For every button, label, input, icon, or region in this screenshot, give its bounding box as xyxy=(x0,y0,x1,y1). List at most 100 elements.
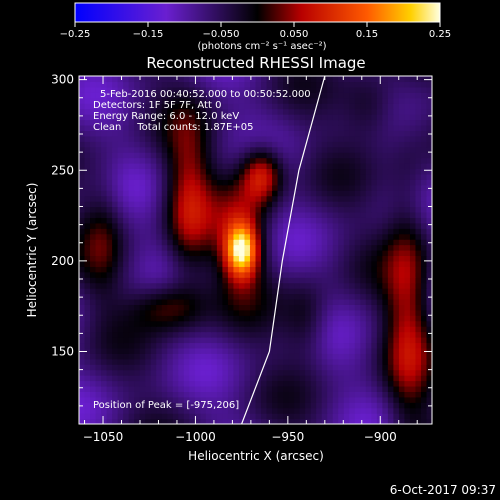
heatmap-cell xyxy=(371,375,378,382)
heatmap-cell xyxy=(393,342,400,349)
heatmap-cell xyxy=(382,353,389,360)
colorbar-tick-label: 0.15 xyxy=(356,29,378,40)
heatmap-cell xyxy=(244,97,251,104)
heatmap-cell xyxy=(238,413,246,420)
heatmap-cell xyxy=(134,222,141,229)
heatmap-cell xyxy=(150,81,157,88)
heatmap-cell xyxy=(216,239,224,246)
heatmap-cell xyxy=(134,157,141,164)
heatmap-cell xyxy=(128,407,135,414)
heatmap-cell xyxy=(283,163,290,170)
heatmap-cell xyxy=(365,81,372,88)
heatmap-cell xyxy=(189,315,196,322)
heatmap-cell xyxy=(376,315,383,322)
heatmap-cell xyxy=(161,76,168,83)
heatmap-cell xyxy=(277,228,284,235)
heatmap-cell xyxy=(299,380,306,387)
heatmap-cell xyxy=(332,266,339,273)
heatmap-cell xyxy=(283,326,290,333)
heatmap-cell xyxy=(398,103,406,110)
heatmap-cell xyxy=(249,103,257,110)
heatmap-cell xyxy=(189,364,196,371)
heatmap-cell xyxy=(233,168,240,175)
heatmap-cell xyxy=(84,114,91,121)
heatmap-cell xyxy=(354,222,361,229)
heatmap-cell xyxy=(95,255,102,262)
heatmap-cell xyxy=(354,228,361,235)
heatmap-cell xyxy=(343,222,350,229)
heatmap-cell xyxy=(178,358,185,365)
heatmap-cell xyxy=(150,130,157,137)
heatmap-cell xyxy=(376,304,383,311)
heatmap-cell xyxy=(101,103,108,110)
heatmap-cell xyxy=(420,239,428,246)
heatmap-cell xyxy=(90,391,97,398)
heatmap-cell xyxy=(178,375,185,382)
heatmap-cell xyxy=(90,413,97,420)
heatmap-cell xyxy=(222,152,229,159)
heatmap-cell xyxy=(409,353,417,360)
heatmap-cell xyxy=(172,391,179,398)
heatmap-cell xyxy=(227,375,235,382)
heatmap-cell xyxy=(283,380,290,387)
heatmap-cell xyxy=(216,86,224,93)
heatmap-cell xyxy=(139,369,146,376)
heatmap-cell xyxy=(321,86,328,93)
heatmap-cell xyxy=(84,184,91,191)
heatmap-cell xyxy=(233,385,240,392)
heatmap-cell xyxy=(365,244,372,251)
heatmap-cell xyxy=(409,81,417,88)
heatmap-cell xyxy=(112,255,119,262)
heatmap-cell xyxy=(398,331,406,338)
heatmap-cell xyxy=(365,271,372,278)
heatmap-cell xyxy=(376,163,383,170)
heatmap-cell xyxy=(156,211,163,218)
heatmap-cell xyxy=(376,407,383,414)
heatmap-cell xyxy=(178,250,185,257)
heatmap-cell xyxy=(128,293,135,300)
heatmap-cell xyxy=(360,244,367,251)
heatmap-cell xyxy=(321,190,328,197)
heatmap-cell xyxy=(360,114,367,121)
heatmap-cell xyxy=(266,288,273,295)
heatmap-cell xyxy=(112,233,119,240)
heatmap-cell xyxy=(90,298,97,305)
heatmap-cell xyxy=(156,304,163,311)
heatmap-cell xyxy=(283,298,290,305)
heatmap-cell xyxy=(398,250,406,257)
heatmap-cell xyxy=(244,201,251,208)
heatmap-cell xyxy=(332,135,339,142)
heatmap-cell xyxy=(365,114,372,121)
heatmap-cell xyxy=(189,195,196,202)
heatmap-cell xyxy=(398,124,406,131)
heatmap-cell xyxy=(305,369,312,376)
heatmap-cell xyxy=(172,347,179,354)
heatmap-cell xyxy=(360,342,367,349)
heatmap-cell xyxy=(233,173,240,180)
heatmap-cell xyxy=(117,358,124,365)
heatmap-cell xyxy=(205,146,212,153)
heatmap-cell xyxy=(233,407,240,414)
heatmap-cell xyxy=(145,391,152,398)
heatmap-cell xyxy=(95,391,102,398)
heatmap-cell xyxy=(338,358,345,365)
heatmap-cell xyxy=(238,168,246,175)
heatmap-cell xyxy=(95,282,102,289)
heatmap-cell xyxy=(327,173,334,180)
heatmap-cell xyxy=(332,298,339,305)
heatmap-cell xyxy=(150,163,157,170)
heatmap-cell xyxy=(360,375,367,382)
heatmap-cell xyxy=(178,190,185,197)
heatmap-cell xyxy=(327,418,334,424)
heatmap-cell xyxy=(156,293,163,300)
heatmap-cell xyxy=(305,135,312,142)
heatmap-cell xyxy=(227,288,235,295)
heatmap-cell xyxy=(327,233,334,240)
heatmap-cell xyxy=(288,413,295,420)
heatmap-cell xyxy=(194,124,201,131)
heatmap-cell xyxy=(277,168,284,175)
heatmap-cell xyxy=(310,402,317,409)
heatmap-cell xyxy=(354,135,361,142)
heatmap-cell xyxy=(200,168,207,175)
heatmap-cell xyxy=(266,184,273,191)
